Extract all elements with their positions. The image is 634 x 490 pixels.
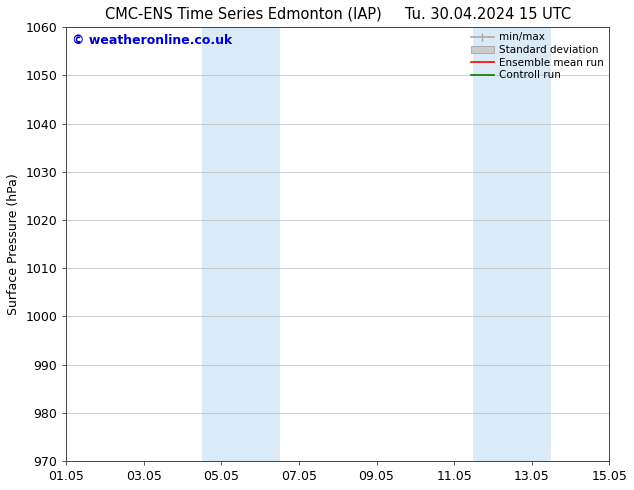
Legend: min/max, Standard deviation, Ensemble mean run, Controll run: min/max, Standard deviation, Ensemble me… xyxy=(469,30,606,82)
Y-axis label: Surface Pressure (hPa): Surface Pressure (hPa) xyxy=(7,173,20,315)
Title: CMC-ENS Time Series Edmonton (IAP)     Tu. 30.04.2024 15 UTC: CMC-ENS Time Series Edmonton (IAP) Tu. 3… xyxy=(105,7,571,22)
Bar xyxy=(202,27,280,461)
Text: © weatheronline.co.uk: © weatheronline.co.uk xyxy=(72,34,232,47)
Bar xyxy=(474,27,551,461)
